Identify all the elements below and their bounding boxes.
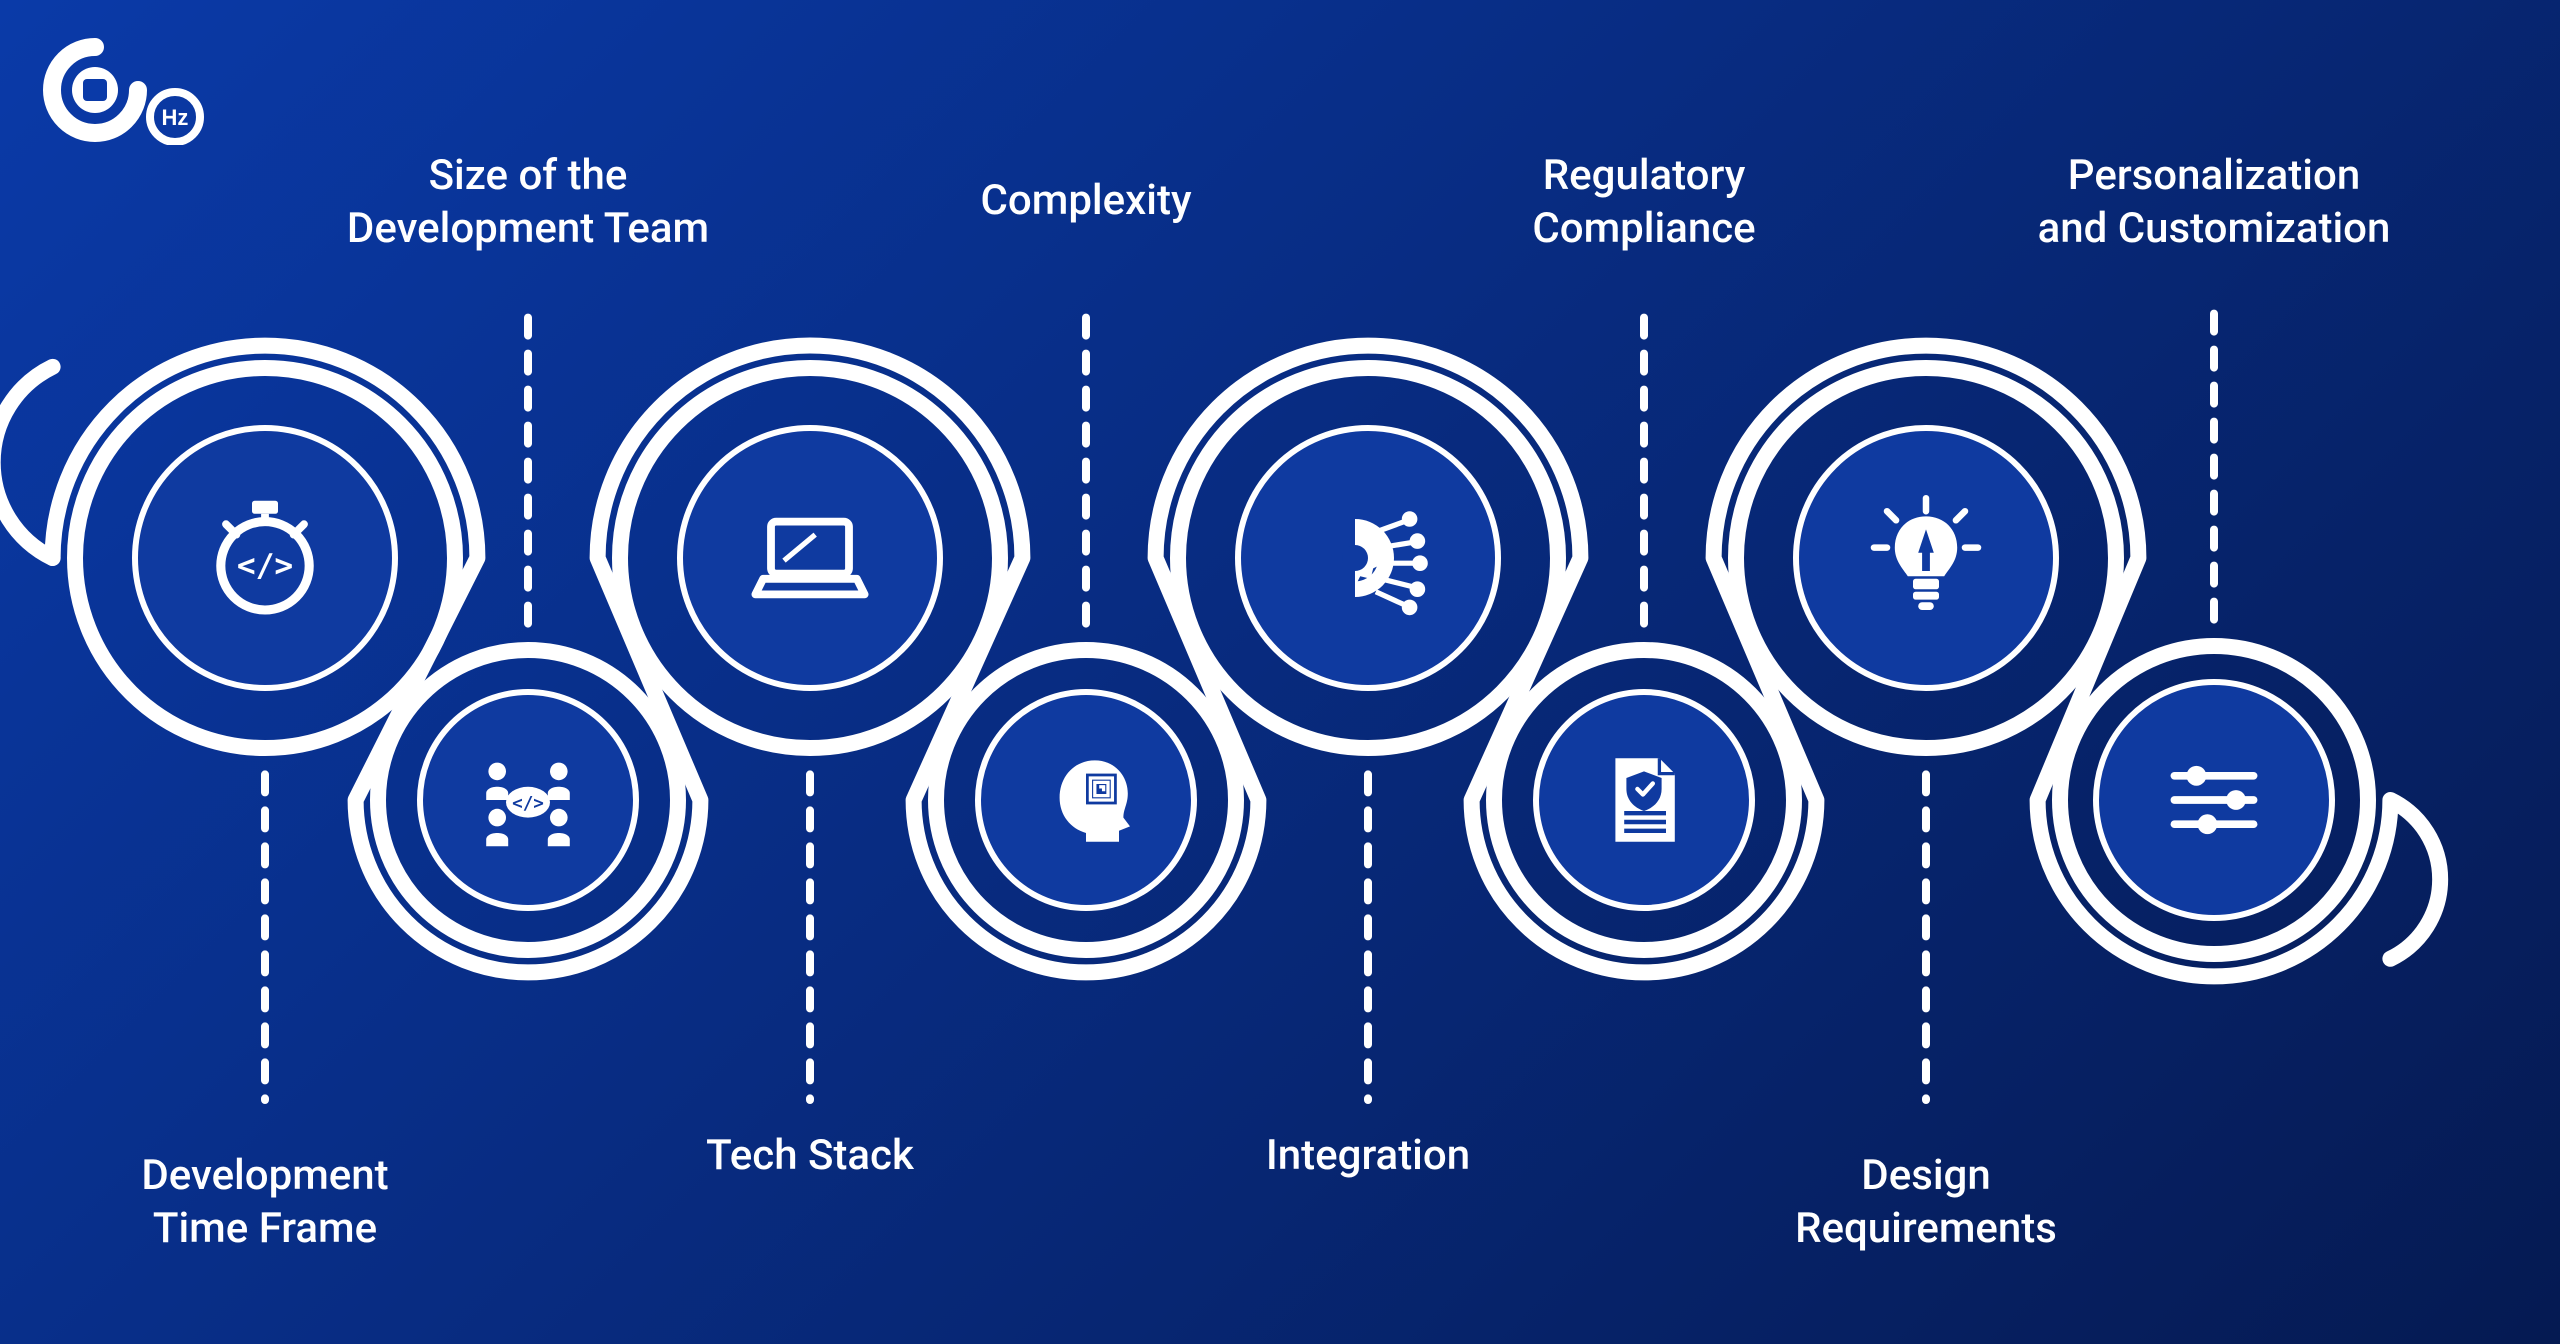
svg-text:</>: </> — [512, 794, 544, 814]
node-label: Regulatory Compliance — [1434, 150, 1854, 255]
head-maze-icon — [1031, 745, 1141, 855]
node-label: Complexity — [876, 175, 1296, 228]
stopwatch-code-icon: </> — [200, 493, 330, 623]
laptop-icon — [745, 493, 875, 623]
infographic-stage: Hz </> </> — [0, 0, 2560, 1344]
node-label: Tech Stack — [600, 1130, 1020, 1183]
node-label: Development Time Frame — [55, 1150, 475, 1255]
node-label: Integration — [1158, 1130, 1578, 1183]
lightbulb-icon — [1861, 493, 1991, 623]
doc-shield-icon — [1589, 745, 1699, 855]
snake-path-start-curl — [0, 367, 53, 558]
gear-network-icon — [1303, 493, 1433, 623]
team-code-icon: </> — [473, 745, 583, 855]
svg-text:</>: </> — [237, 548, 293, 584]
node-label: Personalization and Customization — [2004, 150, 2424, 255]
node-label: Size of the Development Team — [318, 150, 738, 255]
node-label: Design Requirements — [1716, 1150, 2136, 1255]
sliders-icon — [2159, 745, 2269, 855]
